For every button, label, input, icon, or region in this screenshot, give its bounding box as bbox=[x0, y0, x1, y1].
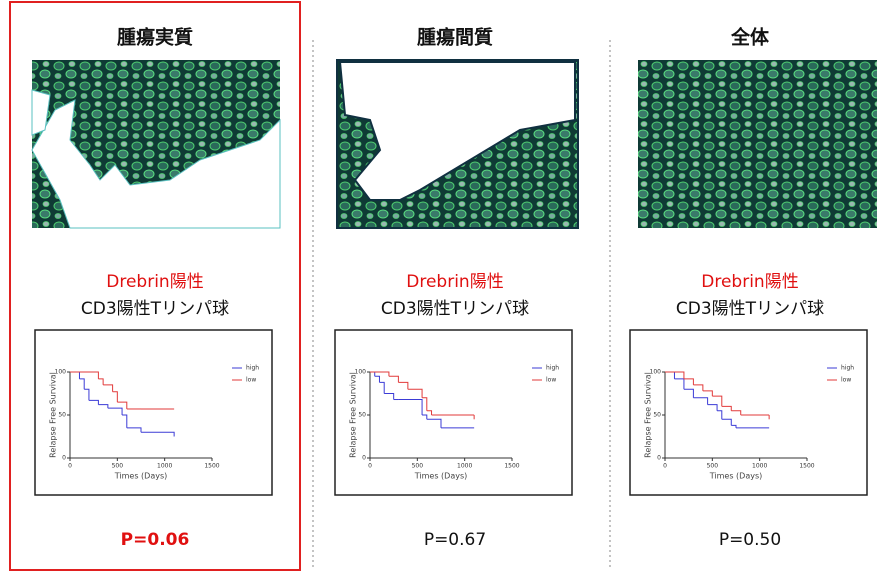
y-axis-label: Relapse Free Survival bbox=[49, 372, 58, 458]
y-tick-label: 0 bbox=[362, 455, 366, 462]
x-tick-label: 1000 bbox=[157, 463, 172, 470]
x-tick-label: 500 bbox=[112, 463, 124, 470]
y-tick-label: 0 bbox=[62, 455, 66, 462]
panel-title: 全体 bbox=[730, 26, 770, 49]
p-value: P=0.06 bbox=[121, 530, 190, 550]
p-value: P=0.50 bbox=[719, 530, 781, 550]
panel-title: 腫瘍実質 bbox=[117, 26, 193, 49]
x-axis-label: Times (Days) bbox=[709, 472, 763, 481]
chart-frame bbox=[35, 330, 272, 495]
legend-label: low bbox=[246, 377, 256, 384]
legend-label: low bbox=[841, 377, 851, 384]
y-axis-label: Relapse Free Survival bbox=[349, 372, 358, 458]
x-tick-label: 0 bbox=[663, 463, 667, 470]
image bbox=[638, 60, 877, 228]
cell-label: CD3陽性Tリンパ球 bbox=[676, 299, 824, 319]
x-tick-label: 1500 bbox=[504, 463, 519, 470]
x-tick-label: 500 bbox=[412, 463, 424, 470]
cell-label: CD3陽性Tリンパ球 bbox=[81, 299, 229, 319]
x-tick-label: 1500 bbox=[799, 463, 814, 470]
image bbox=[32, 60, 280, 228]
y-tick-label: 50 bbox=[653, 412, 661, 419]
x-tick-label: 0 bbox=[68, 463, 72, 470]
legend-label: high bbox=[841, 365, 854, 372]
x-tick-label: 1000 bbox=[752, 463, 767, 470]
marker-label: Drebrin陽性 bbox=[701, 272, 798, 292]
legend-label: high bbox=[246, 365, 259, 372]
x-tick-label: 1500 bbox=[204, 463, 219, 470]
panel-title: 腫瘍間質 bbox=[417, 26, 493, 49]
x-tick-label: 0 bbox=[368, 463, 372, 470]
x-axis-label: Times (Days) bbox=[114, 472, 168, 481]
chart-frame bbox=[630, 330, 867, 495]
y-tick-label: 0 bbox=[657, 455, 661, 462]
image bbox=[337, 60, 578, 228]
legend-label: high bbox=[546, 365, 559, 372]
marker-label: Drebrin陽性 bbox=[406, 272, 503, 292]
p-value: P=0.67 bbox=[424, 530, 486, 550]
y-tick-label: 50 bbox=[58, 412, 66, 419]
x-tick-label: 1000 bbox=[457, 463, 472, 470]
chart-frame bbox=[335, 330, 572, 495]
legend-label: low bbox=[546, 377, 556, 384]
marker-label: Drebrin陽性 bbox=[106, 272, 203, 292]
cell-label: CD3陽性Tリンパ球 bbox=[381, 299, 529, 319]
y-tick-label: 50 bbox=[358, 412, 366, 419]
x-axis-label: Times (Days) bbox=[414, 472, 468, 481]
y-axis-label: Relapse Free Survival bbox=[644, 372, 653, 458]
figure: 腫瘍実質Drebrin陽性CD3陽性Tリンパ球P=0.0605010005001… bbox=[0, 0, 877, 572]
x-tick-label: 500 bbox=[707, 463, 719, 470]
